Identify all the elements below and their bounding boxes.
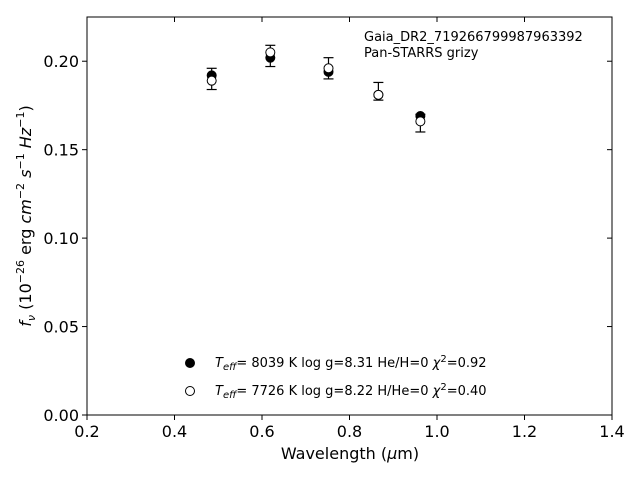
y-axis-title: fν (10−26 erg cm−2 s−1 Hz−1) — [14, 105, 38, 326]
data-point-open — [373, 89, 384, 100]
x-tick-label: 0.4 — [162, 422, 187, 441]
x-axis-title: Wavelength (μm) — [281, 444, 419, 463]
legend-entry-model-1: Teff= 8039 K log g=8.31 He/H=0 χ2=0.92 — [185, 354, 487, 373]
legend-label-model-2: Teff= 7726 K log g=8.22 H/He=0 χ2=0.40 — [215, 382, 487, 401]
x-tick-label: 0.2 — [74, 422, 99, 441]
y-tick-label: 0.10 — [43, 229, 79, 248]
legend-marker-open — [185, 386, 195, 396]
y-tick-label: 0.00 — [43, 406, 79, 425]
x-tick-label: 0.8 — [337, 422, 362, 441]
data-point-open — [323, 63, 334, 74]
legend: Teff= 8039 K log g=8.31 He/H=0 χ2=0.92 T… — [185, 354, 487, 401]
y-tick-label: 0.15 — [43, 141, 79, 160]
x-tick-label: 0.6 — [249, 422, 274, 441]
x-tick-label: 1.0 — [424, 422, 449, 441]
data-point-open — [265, 47, 276, 58]
plot-area: 0.2 0.4 0.6 0.8 1.0 1.2 1.4 0.00 0.05 0.10 0.15 0.2… — [43, 17, 625, 441]
y-tick-label: 0.05 — [43, 318, 79, 337]
annotation-object-name: Gaia_DR2_719266799987963392 — [364, 30, 583, 45]
legend-marker-filled — [185, 358, 195, 368]
legend-label-model-1: Teff= 8039 K log g=8.31 He/H=0 χ2=0.92 — [215, 354, 487, 373]
data-point-open — [206, 75, 217, 86]
plot-frame — [86, 16, 613, 416]
legend-entry-model-2: Teff= 7726 K log g=8.22 H/He=0 χ2=0.40 — [185, 382, 487, 401]
annotation-survey: Pan-STARRS grizy — [364, 46, 479, 61]
annotation-block: Gaia_DR2_719266799987963392 Pan-STARRS g… — [364, 30, 583, 61]
y-tick-label: 0.20 — [43, 52, 79, 71]
x-tick-label: 1.4 — [599, 422, 624, 441]
data-point-open — [415, 116, 426, 127]
x-tick-label: 1.2 — [512, 422, 537, 441]
